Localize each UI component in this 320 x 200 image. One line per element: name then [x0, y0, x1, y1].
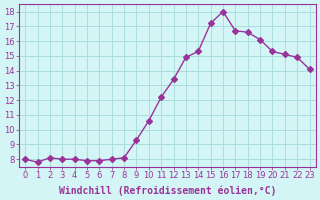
X-axis label: Windchill (Refroidissement éolien,°C): Windchill (Refroidissement éolien,°C) [59, 185, 276, 196]
